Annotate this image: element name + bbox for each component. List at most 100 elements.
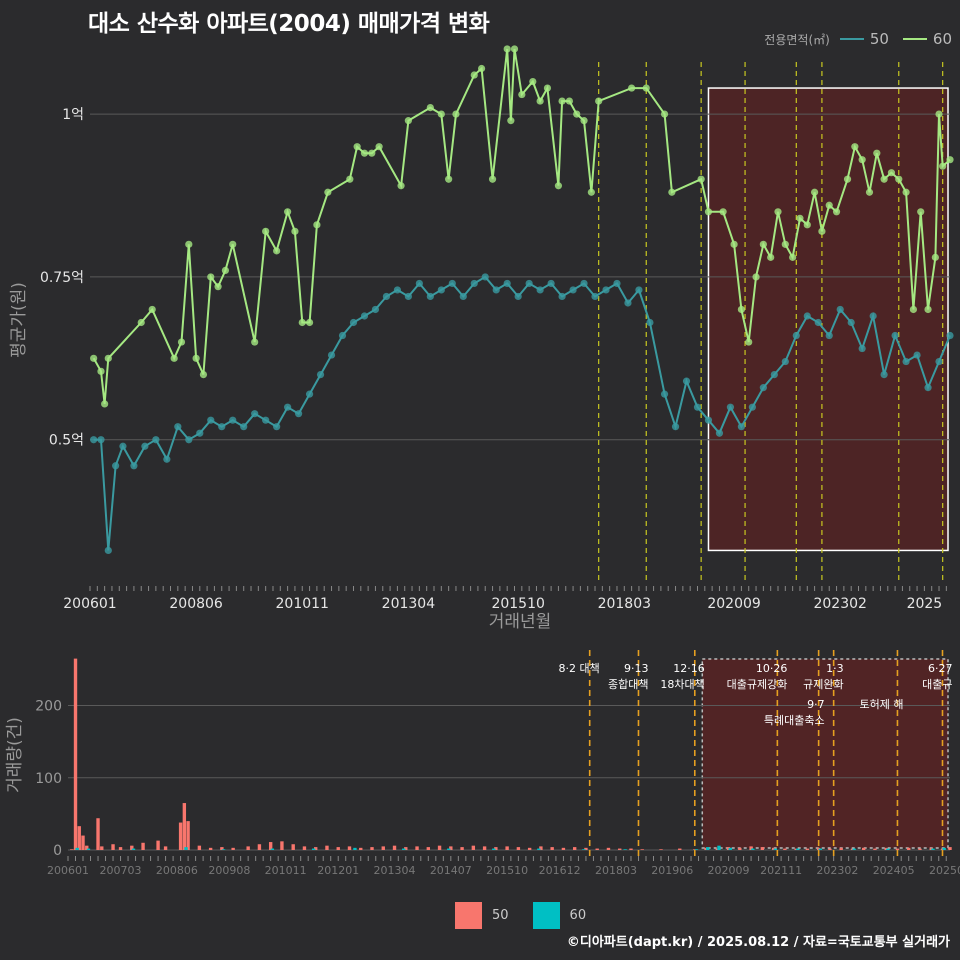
policy-label: 12·16 18차대책 [660,662,704,691]
highlight-region [701,658,949,849]
data-point-50 [404,292,412,301]
x-tick-label: 202508 [929,864,960,877]
x-tick-label: 201011 [276,596,329,612]
data-point-50 [459,292,467,301]
x-tick-label: 201304 [374,864,416,877]
data-point-50 [448,279,456,288]
bar-50 [96,818,100,850]
bar-50 [929,847,933,850]
data-point-60 [873,149,881,157]
data-point-60 [642,84,650,92]
data-point-50 [836,305,844,314]
bar-50 [839,847,843,850]
data-point-60 [477,64,486,73]
data-point-60 [880,175,888,183]
data-point-60 [452,110,460,118]
bar-60 [221,849,226,850]
data-point-60 [781,240,789,248]
data-point-50 [185,436,193,444]
bar-60 [353,847,357,850]
data-point-50 [803,312,811,320]
data-point-60 [214,283,222,291]
data-point-50 [163,455,171,463]
policy-label: 토허제 해 [859,697,903,711]
data-point-60 [719,208,727,216]
data-point-50 [240,423,248,431]
data-point-50 [294,410,303,418]
bar-60 [818,848,823,850]
policy-label: 10·26 대출규제강화 [727,662,788,691]
bar-50 [73,658,78,850]
data-point-60 [887,169,896,177]
bar-60 [311,848,316,850]
legend-top: 전용면적(㎡) 50 60 [764,30,952,48]
data-point-60 [510,45,519,53]
data-point-60 [148,305,156,314]
bar-50 [347,846,352,850]
data-point-60 [587,188,595,196]
data-point-60 [251,338,259,346]
data-point-50 [946,331,954,340]
x-tick-label: 202302 [813,596,866,612]
legend-swatch-50 [839,38,864,40]
bar-50 [359,847,363,850]
series-line-60 [92,48,951,405]
x-tick-label: 201304 [382,596,436,612]
data-point-50 [558,292,566,301]
bar-50 [907,847,911,850]
policy-label: 9·13 종합대책 [608,662,648,691]
bar-60 [402,848,406,850]
x-tick-label: 200908 [208,864,250,877]
data-point-60 [529,77,537,86]
bar-60 [796,848,800,850]
data-point-50 [503,279,511,288]
data-point-60 [90,354,98,362]
data-point-50 [207,416,215,424]
bar-50 [156,840,160,850]
data-point-50 [514,292,522,301]
data-point-60 [470,71,478,79]
bar-50 [482,846,487,850]
data-point-60 [796,214,804,222]
policy-label: 9·7 특례대출축소 [764,698,825,727]
bar-50 [208,847,213,850]
data-point-50 [229,416,237,424]
legend-bottom-label-60: 60 [569,908,587,923]
data-point-60 [730,240,738,248]
data-point-50 [847,318,855,327]
data-point-60 [284,208,292,216]
data-point-50 [624,299,632,307]
bar-60 [131,848,136,850]
bar-50 [118,847,123,850]
data-point-60 [573,110,581,118]
bar-50 [805,848,810,850]
data-point-50 [748,403,756,411]
bar-50 [584,847,588,850]
data-point-50 [349,318,358,327]
bar-60 [942,847,946,850]
data-point-60 [902,188,910,196]
data-point-50 [591,292,599,301]
data-point-50 [569,286,577,294]
data-point-60 [445,175,453,183]
bar-50 [392,845,397,850]
data-point-50 [646,318,654,327]
bar-50 [314,847,318,850]
bar-50 [197,845,202,850]
data-point-60 [935,110,943,118]
data-point-60 [346,175,354,183]
data-point-50 [119,442,127,450]
bar-50 [640,849,644,850]
y-tick-label: 0 [53,843,62,859]
legend-box-50 [455,902,482,929]
data-point-50 [470,279,478,288]
data-point-50 [525,279,533,288]
y-tick-label: 0.75억 [40,270,84,286]
data-point-60 [737,305,746,314]
data-point-50 [814,318,822,327]
footer-credit: ©디아파트(dapt.kr) / 2025.08.12 / 자료=국토교통부 실… [566,935,950,950]
data-point-60 [207,273,215,281]
bar-60 [706,847,710,850]
bar-60 [86,848,91,850]
data-point-60 [291,227,299,235]
